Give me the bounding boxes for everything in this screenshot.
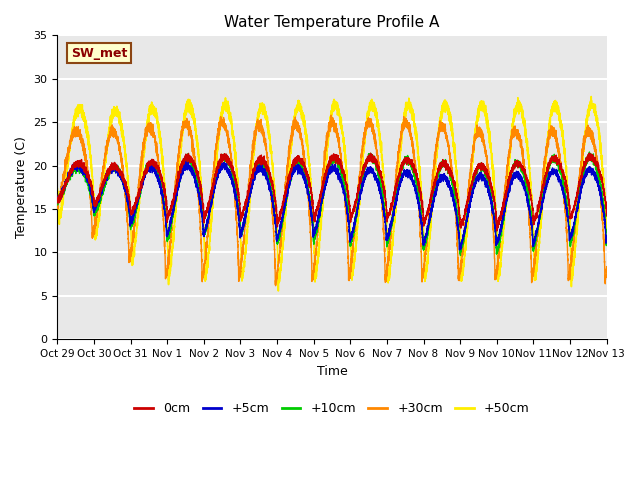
Legend: 0cm, +5cm, +10cm, +30cm, +50cm: 0cm, +5cm, +10cm, +30cm, +50cm: [129, 397, 535, 420]
Text: SW_met: SW_met: [71, 47, 127, 60]
Y-axis label: Temperature (C): Temperature (C): [15, 136, 28, 238]
Title: Water Temperature Profile A: Water Temperature Profile A: [225, 15, 440, 30]
X-axis label: Time: Time: [317, 365, 348, 378]
